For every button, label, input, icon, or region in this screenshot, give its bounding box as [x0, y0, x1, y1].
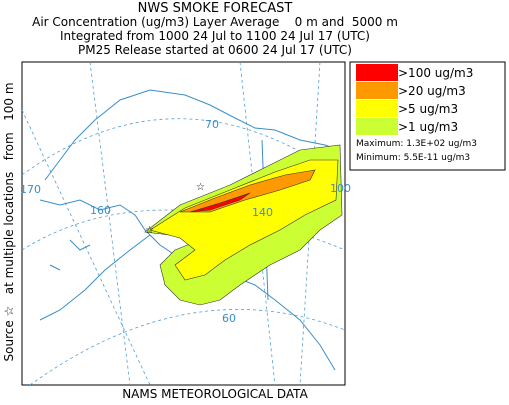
plume-20ug — [179, 169, 316, 213]
legend-swatch — [356, 100, 398, 117]
legend-label: >1 ug/m3 — [398, 120, 458, 134]
subtitle: Air Concentration (ug/m3) Layer Average … — [32, 15, 398, 29]
subtitle: PM25 Release started at 0600 24 Jul 17 (… — [78, 43, 352, 57]
source-star: ☆ — [196, 182, 205, 193]
smoke-plume — [144, 144, 343, 306]
title: NWS SMOKE FORECAST — [138, 1, 293, 16]
subtitle: Integrated from 1000 24 Jul to 1100 24 J… — [60, 29, 370, 43]
legend: Maximum: 1.3E+02 ug/m3 Minimum: 5.5E-11 … — [349, 61, 506, 171]
graticule-label: 140 — [252, 206, 273, 219]
plume-100ug — [189, 192, 251, 213]
legend-label: >5 ug/m3 — [398, 102, 458, 116]
footer: NAMS METEOROLOGICAL DATA — [122, 387, 308, 401]
legend-swatch — [356, 118, 398, 135]
legend-swatch — [356, 64, 398, 81]
map-frame: ☆ ☆ 170 160 70 140 100 60 — [20, 61, 351, 386]
graticule-label: 160 — [90, 204, 111, 217]
legend-label: >20 ug/m3 — [398, 84, 466, 98]
legend-swatch — [356, 82, 398, 99]
legend-maximum: Maximum: 1.3E+02 ug/m3 — [356, 139, 477, 149]
plume-5ug — [149, 159, 339, 281]
legend-minimum: Minimum: 5.5E-11 ug/m3 — [356, 153, 470, 163]
source-star: ☆ — [145, 225, 154, 236]
graticule-label: 170 — [20, 183, 41, 196]
side-label: Source ☆ at multiple locations from 100 … — [2, 82, 16, 361]
graticule-label: 70 — [205, 118, 219, 131]
legend-label: >100 ug/m3 — [398, 66, 473, 80]
graticule-label: 60 — [222, 312, 236, 325]
graticule-label: 100 — [330, 182, 351, 195]
